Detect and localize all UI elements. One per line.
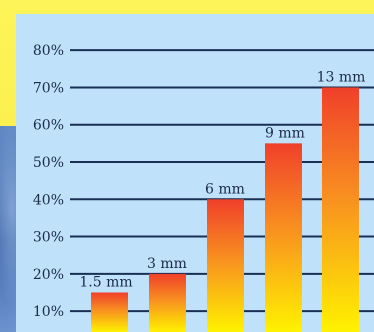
bar-label: 13 mm (317, 69, 366, 85)
bars (91, 87, 359, 332)
y-tick-label: 60% (33, 118, 64, 134)
bar-2 (207, 199, 244, 332)
bar-label: 1.5 mm (79, 274, 132, 290)
bar-3 (265, 143, 302, 332)
y-tick-label: 50% (33, 155, 64, 171)
y-tick-label: 20% (33, 267, 64, 283)
y-tick-label: 40% (33, 192, 64, 208)
bar-1 (149, 273, 186, 332)
y-tick-label: 10% (33, 304, 64, 320)
bar-label: 6 mm (205, 181, 245, 197)
bar-4 (322, 87, 359, 332)
chart-panel (16, 14, 374, 332)
bar-0 (91, 292, 128, 332)
y-tick-label: 70% (33, 80, 64, 96)
bar-label: 3 mm (147, 256, 187, 272)
bar-label: 9 mm (265, 125, 305, 141)
y-tick-label: 80% (33, 43, 64, 59)
y-tick-label: 30% (33, 230, 64, 246)
labels: 10% 20% 30% 40% 50% 60% 70% 80% 1.5 mm 3 mm 6 mm 9 … (33, 43, 366, 320)
